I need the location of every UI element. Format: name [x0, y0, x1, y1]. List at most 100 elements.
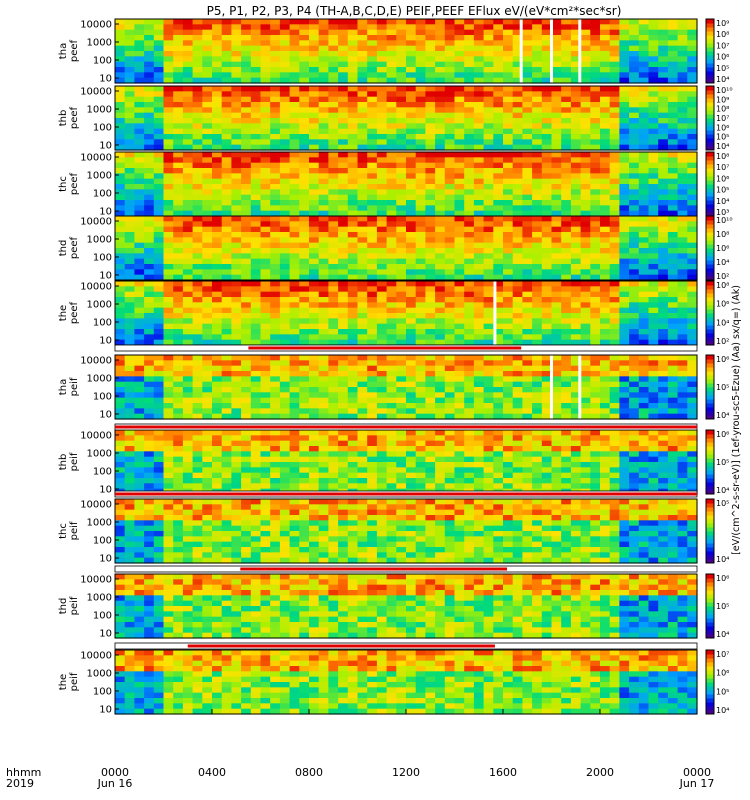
- spectrogram-cell: [406, 200, 417, 206]
- spectrogram-cell: [396, 61, 407, 68]
- spectrogram-cell: [512, 144, 523, 151]
- spectrogram-cell: [512, 253, 523, 260]
- spectrogram-cell: [134, 139, 145, 146]
- spectrogram-cell: [182, 139, 194, 146]
- spectrogram-cell: [493, 302, 504, 309]
- spectrogram-cell: [153, 387, 165, 393]
- spectrogram-cell: [512, 168, 523, 174]
- spectrogram-cell: [144, 269, 155, 276]
- spectrogram-cell: [600, 200, 611, 206]
- spectrogram-cell: [551, 210, 562, 217]
- colorbar-swatch: [706, 51, 714, 56]
- spectrogram-cell: [619, 184, 630, 190]
- colorbar-tick-label: 10¹⁰: [716, 216, 733, 225]
- spectrogram-cell: [221, 157, 232, 164]
- spectrogram-cell: [192, 483, 203, 490]
- spectrogram-cell: [551, 297, 562, 303]
- spectrogram-cell: [144, 371, 155, 377]
- spectrogram-cell: [444, 226, 456, 233]
- spectrogram-cell: [153, 291, 165, 298]
- spectrogram-cell: [590, 152, 601, 158]
- spectrogram-cell: [328, 178, 339, 185]
- spectrogram-cell: [173, 91, 184, 98]
- spectrogram-cell: [202, 253, 213, 260]
- spectrogram-cell: [173, 102, 184, 108]
- spectrogram-cell: [570, 96, 582, 103]
- spectrogram-cell: [483, 56, 494, 63]
- spectrogram-cell: [454, 456, 465, 463]
- spectrogram-cell: [473, 226, 485, 233]
- spectrogram-cell: [667, 173, 679, 180]
- spectrogram-cell: [522, 232, 533, 238]
- spectrogram-cell: [270, 157, 281, 164]
- spectrogram-cell: [260, 302, 271, 309]
- spectrogram-cell: [279, 67, 291, 73]
- spectrogram-cell: [163, 189, 174, 196]
- spectrogram-cell: [658, 318, 669, 325]
- spectrogram-cell: [454, 107, 465, 114]
- spectrogram-cell: [376, 184, 388, 190]
- colorbar-swatch: [706, 240, 714, 245]
- spectrogram-cell: [503, 118, 514, 124]
- spectrogram-cell: [328, 258, 339, 265]
- spectrogram-cell: [260, 178, 271, 185]
- spectrogram-cell: [231, 173, 242, 180]
- spectrogram-cell: [202, 360, 213, 367]
- spectrogram-cell: [192, 413, 203, 420]
- spectrogram-cell: [406, 157, 417, 164]
- spectrogram-cell: [357, 392, 368, 399]
- spectrogram-cell: [347, 210, 359, 217]
- spectrogram-cell: [202, 307, 213, 314]
- spectrogram-cell: [435, 313, 446, 319]
- spectrogram-cell: [396, 221, 407, 228]
- spectrogram-cell: [396, 334, 407, 341]
- spectrogram-cell: [173, 128, 184, 135]
- spectrogram-cell: [212, 237, 223, 244]
- spectrogram-cell: [144, 242, 155, 249]
- spectrogram-cell: [464, 376, 475, 383]
- spectrogram-cell: [454, 178, 465, 185]
- spectrogram-cell: [658, 189, 669, 196]
- spectrogram-cell: [318, 371, 329, 377]
- spectrogram-cell: [425, 86, 436, 92]
- spectrogram-cell: [250, 112, 262, 119]
- spectrogram-cell: [144, 162, 155, 169]
- spectrogram-cell: [192, 200, 203, 206]
- spectrogram-cell: [619, 392, 630, 399]
- spectrogram-cell: [250, 205, 262, 212]
- colorbar-swatch: [706, 142, 714, 147]
- spectrogram-cell: [590, 24, 601, 31]
- spectrogram-cell: [318, 430, 329, 436]
- spectrogram-cell: [115, 408, 126, 415]
- spectrogram-cell: [570, 302, 582, 309]
- colorbar-swatch: [706, 297, 714, 302]
- spectrogram-cell: [260, 152, 271, 158]
- spectrogram-cell: [347, 258, 359, 265]
- spectrogram-cell: [638, 210, 650, 217]
- spectrogram-cell: [182, 72, 194, 79]
- spectrogram-cell: [493, 56, 504, 63]
- spectrogram-cell: [309, 302, 320, 309]
- spectrogram-cell: [658, 61, 669, 68]
- spectrogram-cell: [609, 144, 620, 151]
- spectrogram-cell: [570, 112, 582, 119]
- spectrogram-cell: [667, 221, 679, 228]
- spectrogram-cell: [153, 205, 165, 212]
- spectrogram-cell: [134, 302, 145, 309]
- spectrogram-cell: [600, 29, 611, 36]
- spectrogram-cell: [473, 291, 485, 298]
- spectrogram-cell: [570, 397, 582, 404]
- spectrogram-cell: [561, 371, 572, 377]
- spectrogram-cell: [648, 96, 659, 103]
- spectrogram-cell: [435, 112, 446, 119]
- spectrogram-cell: [173, 232, 184, 238]
- spectrogram-cell: [522, 334, 533, 341]
- spectrogram-cell: [522, 381, 533, 388]
- spectrogram-cell: [609, 200, 620, 206]
- spectrogram-cell: [318, 387, 329, 393]
- spectrogram-cell: [279, 24, 291, 31]
- spectrogram-cell: [279, 286, 291, 293]
- spectrogram-cell: [144, 24, 155, 31]
- spectrogram-cell: [590, 35, 601, 41]
- spectrogram-cell: [124, 360, 135, 367]
